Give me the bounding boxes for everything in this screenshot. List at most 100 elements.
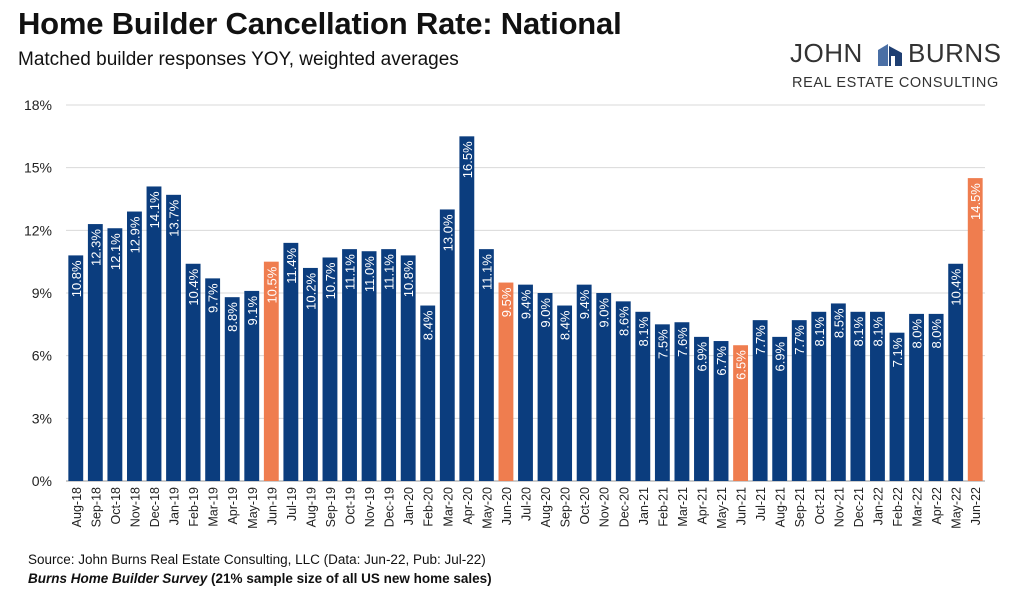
y-tick-label: 9% (32, 285, 52, 301)
x-tick-label: Aug-18 (70, 487, 84, 527)
survey-name: Burns Home Builder Survey (28, 571, 208, 586)
survey-note: Burns Home Builder Survey (21% sample si… (28, 571, 492, 586)
y-tick-label: 6% (32, 348, 52, 364)
x-tick-label: May-22 (950, 487, 964, 529)
data-label: 12.9% (127, 216, 142, 253)
x-tick-label: Nov-18 (128, 487, 142, 527)
bar-oct-18 (107, 228, 123, 481)
x-tick-label: Jun-21 (735, 487, 749, 525)
bar-feb-22 (889, 332, 905, 481)
data-label: 10.4% (949, 268, 964, 305)
x-tick-label: Jan-20 (402, 487, 416, 525)
bar-jan-19 (166, 194, 181, 482)
x-tick-label: Jul-21 (754, 487, 768, 521)
bar-may-22 (948, 263, 964, 481)
bar-jan-21 (635, 311, 651, 481)
x-tick-label: Aug-19 (304, 487, 318, 527)
x-tick-label: Jan-22 (871, 487, 885, 525)
x-tick-label: Jul-19 (285, 487, 299, 521)
x-tick-label: Jan-21 (637, 487, 651, 525)
bar-jun-22 (967, 178, 983, 481)
bar-apr-21 (694, 336, 709, 481)
bar-oct-20 (576, 284, 592, 481)
x-tick-label: Apr-21 (695, 487, 709, 525)
data-label: 11.4% (284, 247, 299, 283)
bar-jul-19 (283, 242, 299, 481)
x-axis-ticks: Aug-18 Sep-18 Oct-18 Nov-18 Dec-18 Jan-19 Feb-… (70, 487, 983, 529)
x-tick-label: Oct-20 (578, 487, 592, 525)
y-tick-label: 3% (32, 410, 52, 426)
data-label: 8.1% (870, 316, 885, 346)
x-tick-label: Jun-20 (500, 487, 514, 525)
bar-mar-21 (674, 322, 690, 481)
bar-sep-21 (791, 320, 807, 481)
bar-mar-20 (439, 209, 455, 481)
bar-jan-20 (400, 255, 416, 481)
data-label: 7.5% (655, 329, 670, 359)
bar-jun-20 (498, 282, 514, 481)
data-label: 8.0% (910, 318, 925, 348)
x-tick-label: Sep-18 (89, 487, 103, 527)
bar-nov-20 (596, 293, 612, 481)
bar-dec-19 (381, 249, 397, 481)
data-label: 9.0% (538, 298, 553, 328)
x-tick-label: Feb-21 (656, 487, 670, 527)
data-label: 9.7% (206, 283, 221, 313)
x-tick-label: Oct-19 (344, 487, 358, 525)
x-tick-label: Oct-21 (813, 487, 827, 525)
bar-dec-21 (850, 311, 866, 481)
data-label: 8.1% (636, 316, 651, 346)
x-tick-label: Aug-21 (774, 487, 788, 527)
x-tick-label: Sep-19 (324, 487, 338, 527)
bar-mar-19 (205, 278, 221, 481)
data-label: 10.8% (401, 260, 416, 297)
bar-may-19 (244, 290, 260, 481)
house-mark-icon (878, 44, 902, 66)
logo-word-john: JOHN (790, 38, 863, 68)
bar-feb-20 (420, 305, 436, 481)
data-label: 8.6% (616, 306, 631, 336)
bar-jan-22 (870, 311, 885, 481)
x-tick-label: May-19 (246, 487, 260, 529)
x-tick-label: Feb-20 (422, 487, 436, 527)
bar-feb-19 (185, 263, 201, 481)
x-tick-label: Nov-21 (832, 487, 846, 527)
data-label: 6.9% (694, 341, 709, 371)
y-tick-label: 18% (24, 97, 52, 113)
data-label: 8.1% (851, 316, 866, 346)
chart-subtitle: Matched builder responses YOY, weighted … (18, 49, 459, 70)
y-tick-label: 15% (24, 160, 52, 176)
data-label: 8.5% (831, 308, 846, 338)
data-label: 10.4% (186, 268, 201, 305)
data-label: 12.3% (88, 229, 103, 266)
data-label: 11.1% (382, 254, 397, 290)
data-label: 9.4% (519, 289, 534, 319)
x-tick-label: Mar-20 (441, 487, 455, 527)
bar-nov-21 (830, 303, 846, 481)
x-tick-label: Dec-19 (383, 487, 397, 527)
bar-sep-18 (87, 224, 103, 482)
data-label: 7.1% (890, 337, 905, 367)
bar-feb-21 (654, 324, 670, 481)
y-axis-ticks: 0% 3% 6% 9% 12% 15% 18% (24, 97, 52, 489)
data-label: 9.1% (245, 295, 260, 325)
data-labels: 10.8% 12.3% 12.1% 12.9% 14.1% 13.7% 10.4% 9.7% 8… (69, 141, 983, 380)
y-tick-label: 0% (32, 473, 52, 489)
y-tick-label: 12% (24, 222, 52, 238)
data-label: 8.4% (558, 310, 573, 340)
data-label: 11.1% (479, 254, 494, 290)
logo-word-burns: BURNS (908, 38, 1002, 68)
x-tick-label: Mar-22 (911, 487, 925, 527)
x-tick-label: Apr-19 (226, 487, 240, 525)
bar-dec-18 (146, 186, 162, 481)
logo-tagline: REAL ESTATE CONSULTING (792, 75, 999, 91)
data-label: 16.5% (460, 141, 475, 178)
data-label: 7.6% (675, 327, 690, 357)
x-tick-label: Dec-21 (852, 487, 866, 527)
bar-chart: 0% 3% 6% 9% 12% 15% 18% 10.8% 12.3% 12.1% 12.9% 14… (24, 97, 985, 529)
data-label: 11.0% (362, 256, 377, 292)
x-tick-label: Jun-22 (969, 487, 983, 525)
data-label: 6.9% (773, 341, 788, 371)
source-note: Source: John Burns Real Estate Consultin… (28, 552, 486, 567)
x-tick-label: Nov-20 (598, 487, 612, 527)
